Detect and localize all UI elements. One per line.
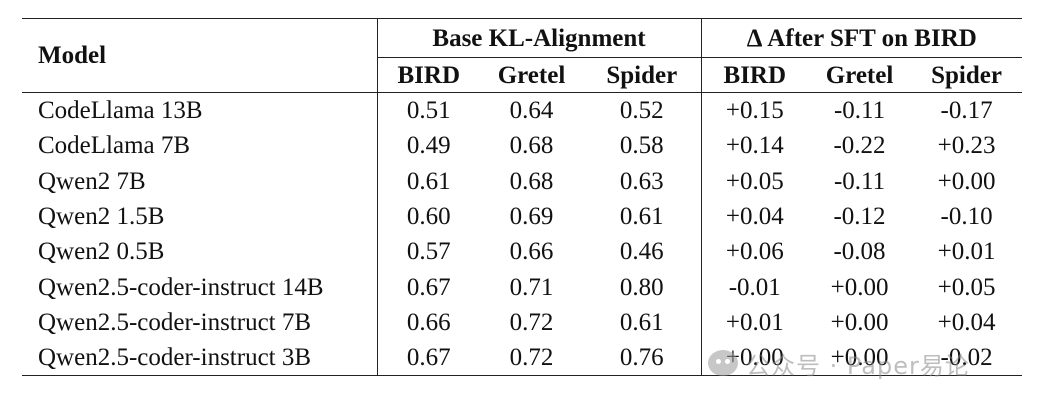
delta-bird-cell: +0.04 [725, 203, 784, 231]
base-bird-cell: 0.66 [406, 308, 451, 336]
delta-bird-cell: +0.15 [725, 97, 784, 125]
delta-gretel-cell: +0.00 [808, 340, 912, 377]
base-bird-cell: 0.49 [406, 132, 451, 160]
model-name-cell: CodeLlama 13B [22, 92, 378, 129]
base-bird-cell: 0.60 [406, 203, 451, 231]
base-gretel-cell: 0.72 [509, 308, 554, 336]
table-row: Qwen2.5-coder-instruct 3B 0.67 0.72 0.76… [22, 340, 1023, 377]
model-name-cell: Qwen2 0.5B [22, 234, 378, 270]
model-name-cell: CodeLlama 7B [22, 128, 378, 164]
sub-header-delta-spider: Spider [911, 57, 1023, 93]
table-header: Model Base KL-Alignment Δ After SFT on B… [22, 18, 1023, 93]
model-name-cell: Qwen2 7B [22, 163, 378, 199]
table-row: CodeLlama 7B 0.49 0.68 0.58 +0.14 -0.22 … [22, 128, 1022, 164]
kl-alignment-table: Model Base KL-Alignment Δ After SFT on B… [22, 18, 1023, 377]
delta-spider-cell: +0.04 [937, 308, 996, 336]
delta-gretel-cell: -0.11 [833, 97, 886, 125]
sub-header-base-gretel: Gretel [480, 57, 583, 93]
base-bird-cell: 0.57 [406, 238, 451, 266]
delta-spider-cell: +0.05 [937, 273, 996, 301]
delta-bird-cell: +0.05 [725, 167, 784, 195]
model-column-header: Model [22, 18, 378, 93]
delta-bird-cell: +0.01 [725, 308, 784, 336]
delta-gretel-cell: +0.00 [830, 273, 889, 301]
base-bird-cell: 0.61 [406, 167, 451, 195]
base-bird-cell: 0.67 [377, 340, 480, 377]
base-spider-cell: 0.63 [583, 163, 702, 199]
delta-bird-cell: +0.00 [701, 340, 809, 377]
base-spider-cell: 0.46 [583, 234, 702, 270]
base-gretel-cell: 0.68 [509, 132, 554, 160]
base-gretel-cell: 0.64 [509, 97, 554, 125]
table-row: Qwen2 7B 0.61 0.68 0.63 +0.05 -0.11 +0.0… [22, 163, 1022, 199]
table-row: Qwen2 0.5B 0.57 0.66 0.46 +0.06 -0.08 +0… [22, 234, 1022, 270]
model-name-cell: Qwen2.5-coder-instruct 3B [22, 340, 378, 377]
model-name-cell: Qwen2.5-coder-instruct 14B [22, 269, 378, 305]
sub-header-base-bird: BIRD [377, 57, 480, 93]
delta-gretel-cell: -0.11 [833, 167, 886, 195]
base-gretel-cell: 0.66 [509, 238, 554, 266]
delta-after-sft-header: Δ After SFT on BIRD [701, 18, 1023, 58]
sub-header-delta-bird: BIRD [701, 57, 809, 93]
sub-header-delta-gretel: Gretel [808, 57, 912, 93]
base-gretel-cell: 0.71 [509, 273, 554, 301]
base-spider-cell: 0.61 [583, 304, 702, 341]
base-gretel-cell: 0.69 [509, 203, 554, 231]
results-table-container: Model Base KL-Alignment Δ After SFT on B… [22, 18, 1023, 377]
delta-gretel-cell: -0.12 [833, 203, 886, 231]
delta-spider-cell: +0.01 [937, 238, 996, 266]
table-row: Qwen2 1.5B 0.60 0.69 0.61 +0.04 -0.12 -0… [22, 198, 1022, 235]
delta-gretel-cell: -0.22 [833, 132, 886, 160]
delta-spider-cell: -0.02 [911, 340, 1023, 377]
base-spider-cell: 0.52 [583, 92, 702, 129]
table-row: Qwen2.5-coder-instruct 7B 0.66 0.72 0.61… [22, 304, 1022, 341]
table-body: CodeLlama 13B 0.51 0.64 0.52 +0.15 -0.11… [22, 92, 1023, 377]
base-gretel-cell: 0.72 [480, 340, 583, 377]
delta-spider-cell: -0.10 [940, 203, 993, 231]
model-name-cell: Qwen2 1.5B [22, 198, 378, 235]
delta-bird-cell: +0.06 [725, 238, 784, 266]
delta-bird-cell: -0.01 [728, 273, 781, 301]
base-bird-cell: 0.51 [406, 97, 451, 125]
delta-gretel-cell: -0.08 [833, 238, 886, 266]
model-name-cell: Qwen2.5-coder-instruct 7B [22, 304, 378, 341]
base-spider-cell: 0.80 [583, 269, 702, 305]
table-row: CodeLlama 13B 0.51 0.64 0.52 +0.15 -0.11… [22, 92, 1022, 129]
delta-gretel-cell: +0.00 [830, 308, 889, 336]
delta-spider-cell: +0.23 [937, 132, 996, 160]
base-spider-cell: 0.58 [583, 128, 702, 164]
base-gretel-cell: 0.68 [509, 167, 554, 195]
sub-header-base-spider: Spider [583, 57, 702, 93]
delta-bird-cell: +0.14 [725, 132, 784, 160]
base-kl-alignment-header: Base KL-Alignment [377, 18, 702, 58]
delta-spider-cell: -0.17 [940, 97, 993, 125]
delta-spider-cell: +0.00 [937, 167, 996, 195]
base-spider-cell: 0.76 [583, 340, 702, 377]
base-bird-cell: 0.67 [406, 273, 451, 301]
base-spider-cell: 0.61 [583, 198, 702, 235]
table-row: Qwen2.5-coder-instruct 14B 0.67 0.71 0.8… [22, 269, 1022, 305]
